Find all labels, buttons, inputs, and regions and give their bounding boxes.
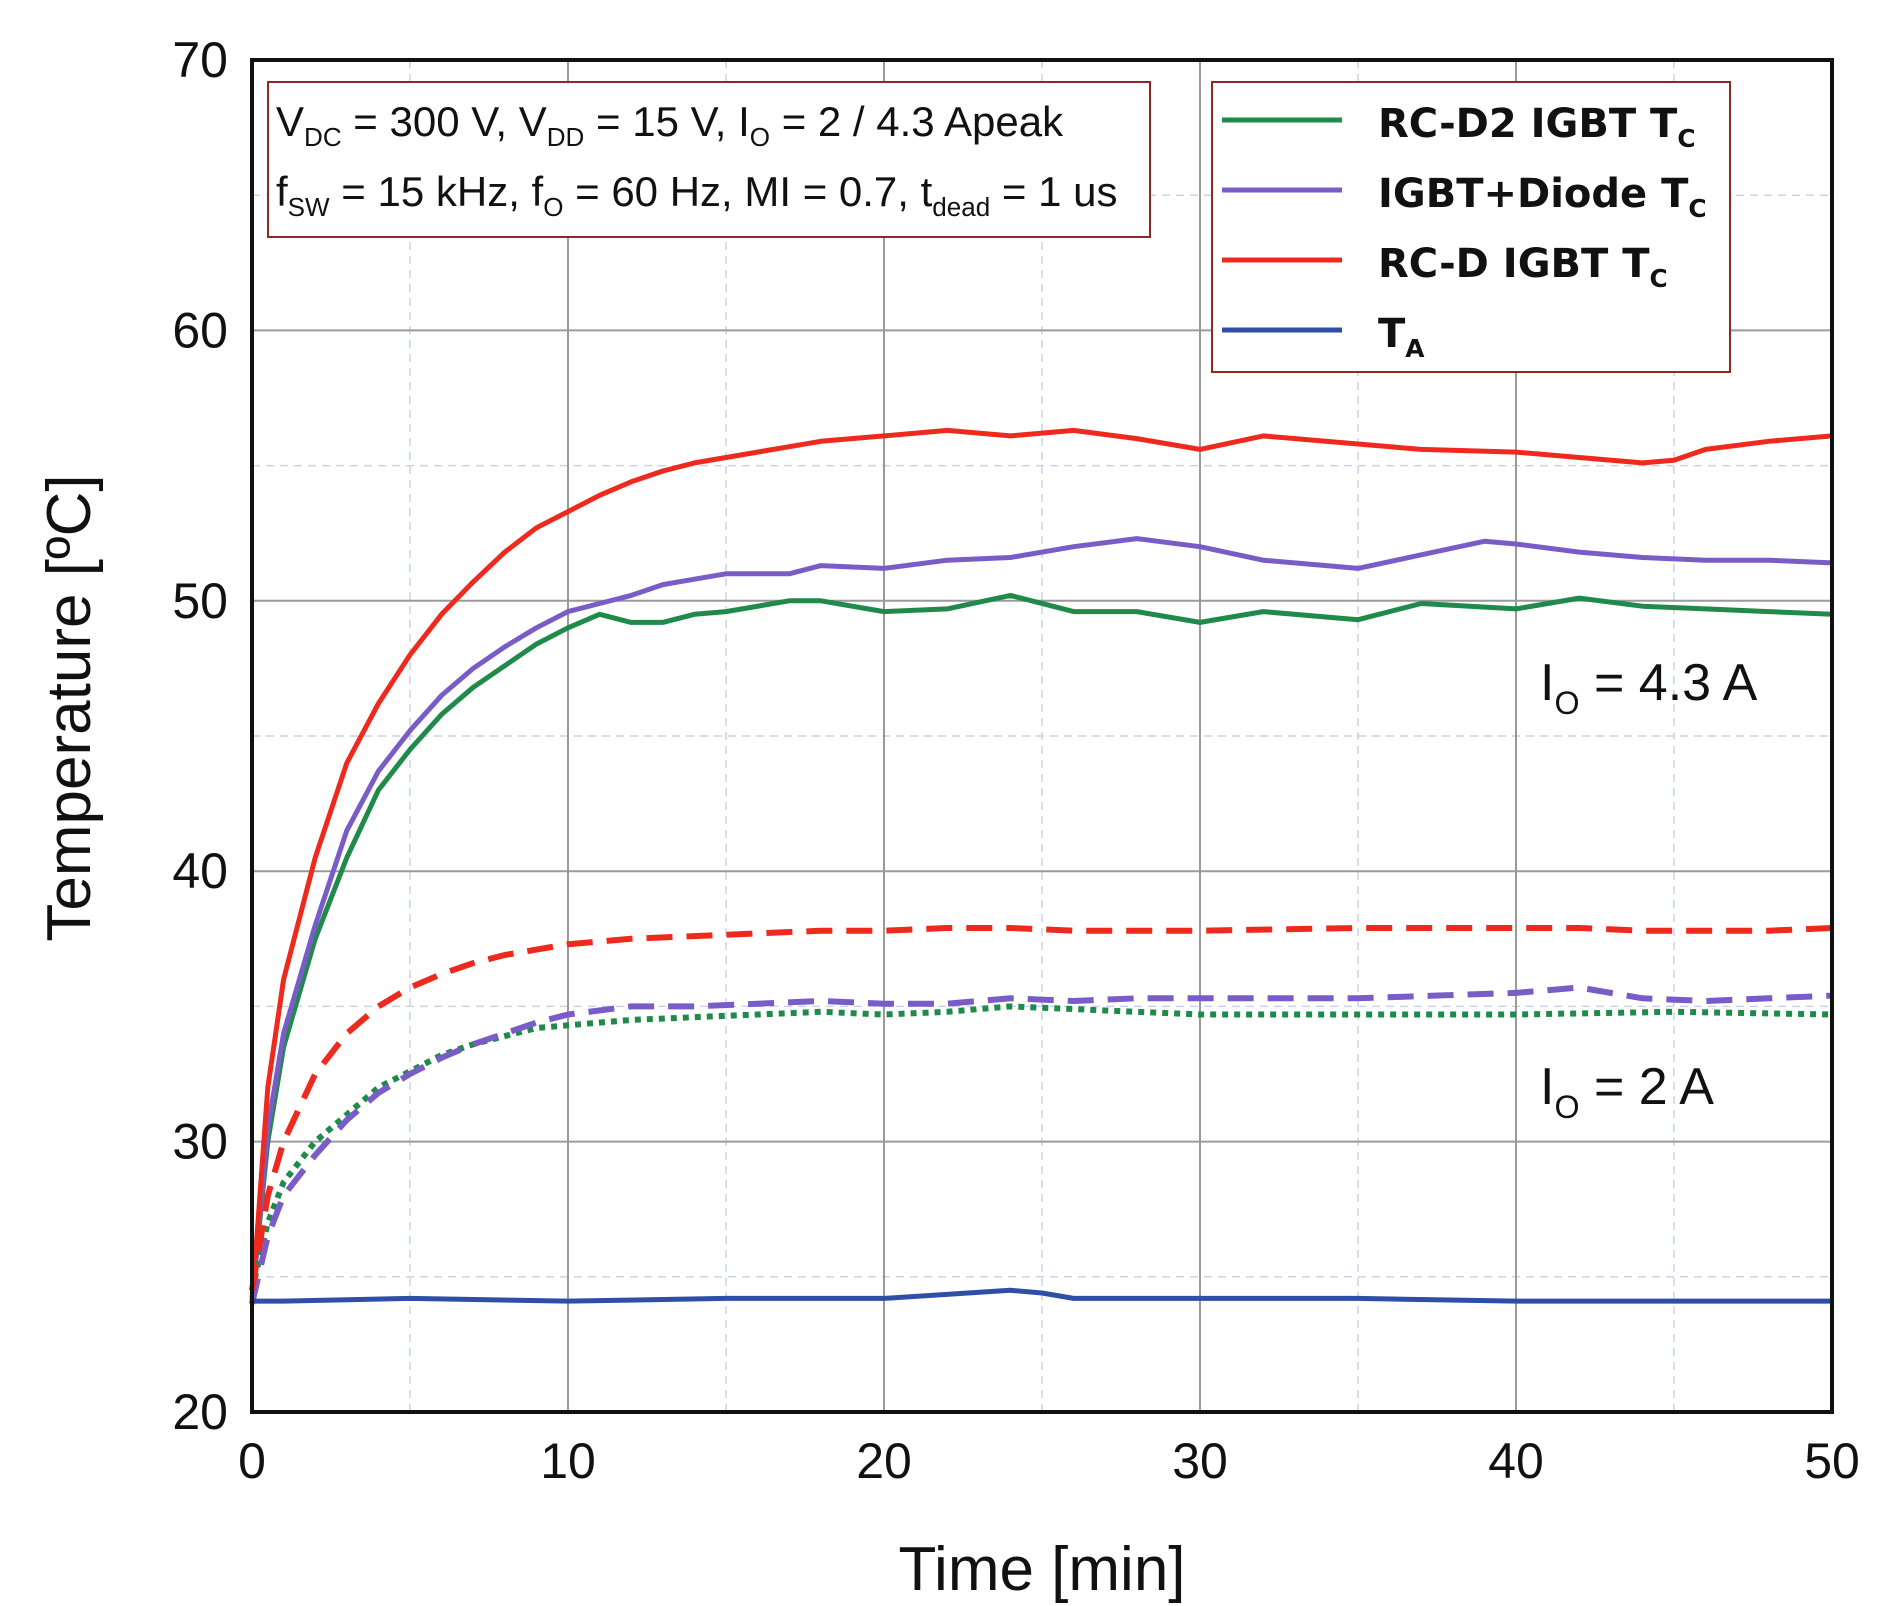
y-tick-label: 20	[172, 1384, 228, 1440]
series-line-3	[249, 1003, 1833, 1291]
y-tick-label: 70	[172, 32, 228, 88]
series-group	[249, 427, 1833, 1305]
y-tick-label: 40	[172, 843, 228, 899]
conditions-line-2: fSW = 15 kHz, fO = 60 Hz, MI = 0.7, tdea…	[276, 168, 1117, 222]
legend: RC-D2 IGBT TC IGBT+Diode TC RC-D IGBT TC…	[1211, 81, 1731, 373]
conditions-line-1: VDC = 300 V, VDD = 15 V, IO = 2 / 4.3 Ap…	[276, 98, 1064, 152]
legend-label-rc-d: RC-D IGBT TC	[1378, 241, 1668, 293]
y-axis-label: Temperature [ºC]	[35, 474, 104, 941]
y-tick-label: 50	[172, 573, 228, 629]
series-line-0	[249, 592, 1833, 1299]
y-tick-label: 60	[172, 302, 228, 358]
x-tick-label: 20	[856, 1433, 912, 1489]
legend-label-rc-d2: RC-D2 IGBT TC	[1378, 101, 1696, 153]
legend-label-igbt-diode: IGBT+Diode TC	[1378, 171, 1707, 223]
series-line-6	[252, 1287, 1832, 1304]
x-axis-label: Time [min]	[898, 1535, 1185, 1604]
legend-frame	[1211, 81, 1731, 373]
series-line-2	[249, 427, 1833, 1304]
annotation-io-2a: IO = 2 A	[1540, 1058, 1714, 1125]
series-line-1	[249, 536, 1833, 1305]
x-tick-label: 40	[1488, 1433, 1544, 1489]
annotation-io-4-3a: IO = 4.3 A	[1540, 654, 1758, 721]
x-tick-label: 50	[1804, 1433, 1860, 1489]
conditions-frame	[267, 81, 1151, 238]
x-tick-label: 0	[238, 1433, 266, 1489]
conditions-box: VDC = 300 V, VDD = 15 V, IO = 2 / 4.3 Ap…	[267, 81, 1151, 238]
x-tick-label: 30	[1172, 1433, 1228, 1489]
series-line-5	[249, 925, 1833, 1291]
tick-labels: 0 10 20 30 40 50 20 30 40 50 60 70	[172, 32, 1859, 1489]
legend-label-ta: TA	[1378, 311, 1425, 363]
x-tick-label: 10	[540, 1433, 596, 1489]
plot-frame	[250, 58, 1834, 1414]
series-line-4	[249, 984, 1833, 1305]
y-tick-label: 30	[172, 1114, 228, 1170]
